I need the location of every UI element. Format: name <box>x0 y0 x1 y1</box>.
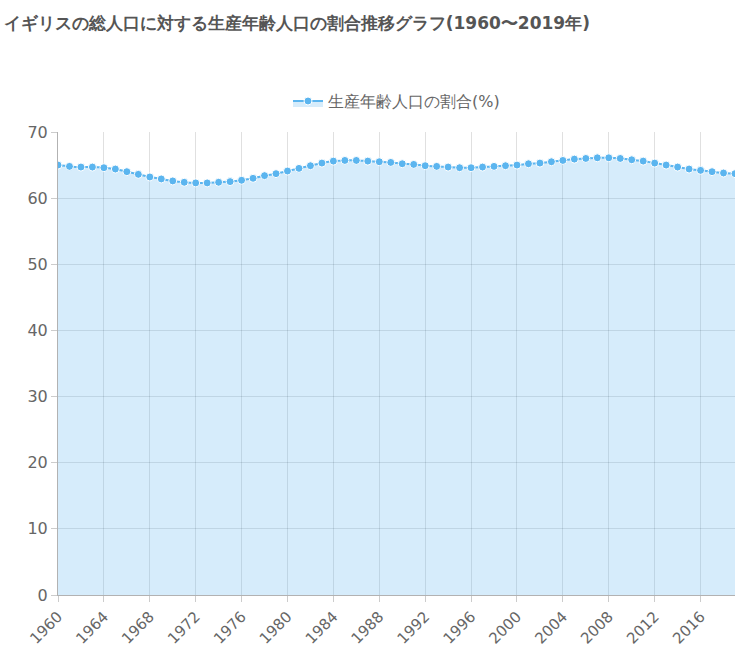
svg-text:40: 40 <box>27 321 47 340</box>
svg-text:2008: 2008 <box>577 608 617 648</box>
svg-text:1980: 1980 <box>256 608 296 648</box>
svg-text:30: 30 <box>27 387 47 406</box>
svg-text:70: 70 <box>27 123 47 142</box>
svg-text:1972: 1972 <box>164 608 204 648</box>
svg-text:1984: 1984 <box>302 608 342 648</box>
svg-text:イギリスの総人口に対する生産年齢人口の割合推移グラフ(196: イギリスの総人口に対する生産年齢人口の割合推移グラフ(1960〜2019年) <box>4 13 590 33</box>
svg-text:生産年齢人口の割合(%): 生産年齢人口の割合(%) <box>328 92 500 111</box>
svg-text:1996: 1996 <box>439 608 479 648</box>
svg-text:1976: 1976 <box>210 608 250 648</box>
svg-text:1992: 1992 <box>394 608 434 648</box>
svg-text:1968: 1968 <box>118 608 158 648</box>
svg-text:2016: 2016 <box>669 608 709 648</box>
svg-text:1988: 1988 <box>348 608 388 648</box>
svg-text:50: 50 <box>27 255 47 274</box>
svg-text:2004: 2004 <box>531 608 571 648</box>
svg-text:1964: 1964 <box>72 608 112 648</box>
svg-text:10: 10 <box>27 519 47 538</box>
svg-text:2000: 2000 <box>485 608 525 648</box>
svg-text:1960: 1960 <box>26 608 66 648</box>
svg-text:2012: 2012 <box>623 608 663 648</box>
svg-text:0: 0 <box>38 586 48 605</box>
svg-text:60: 60 <box>27 189 47 208</box>
svg-text:20: 20 <box>27 453 47 472</box>
